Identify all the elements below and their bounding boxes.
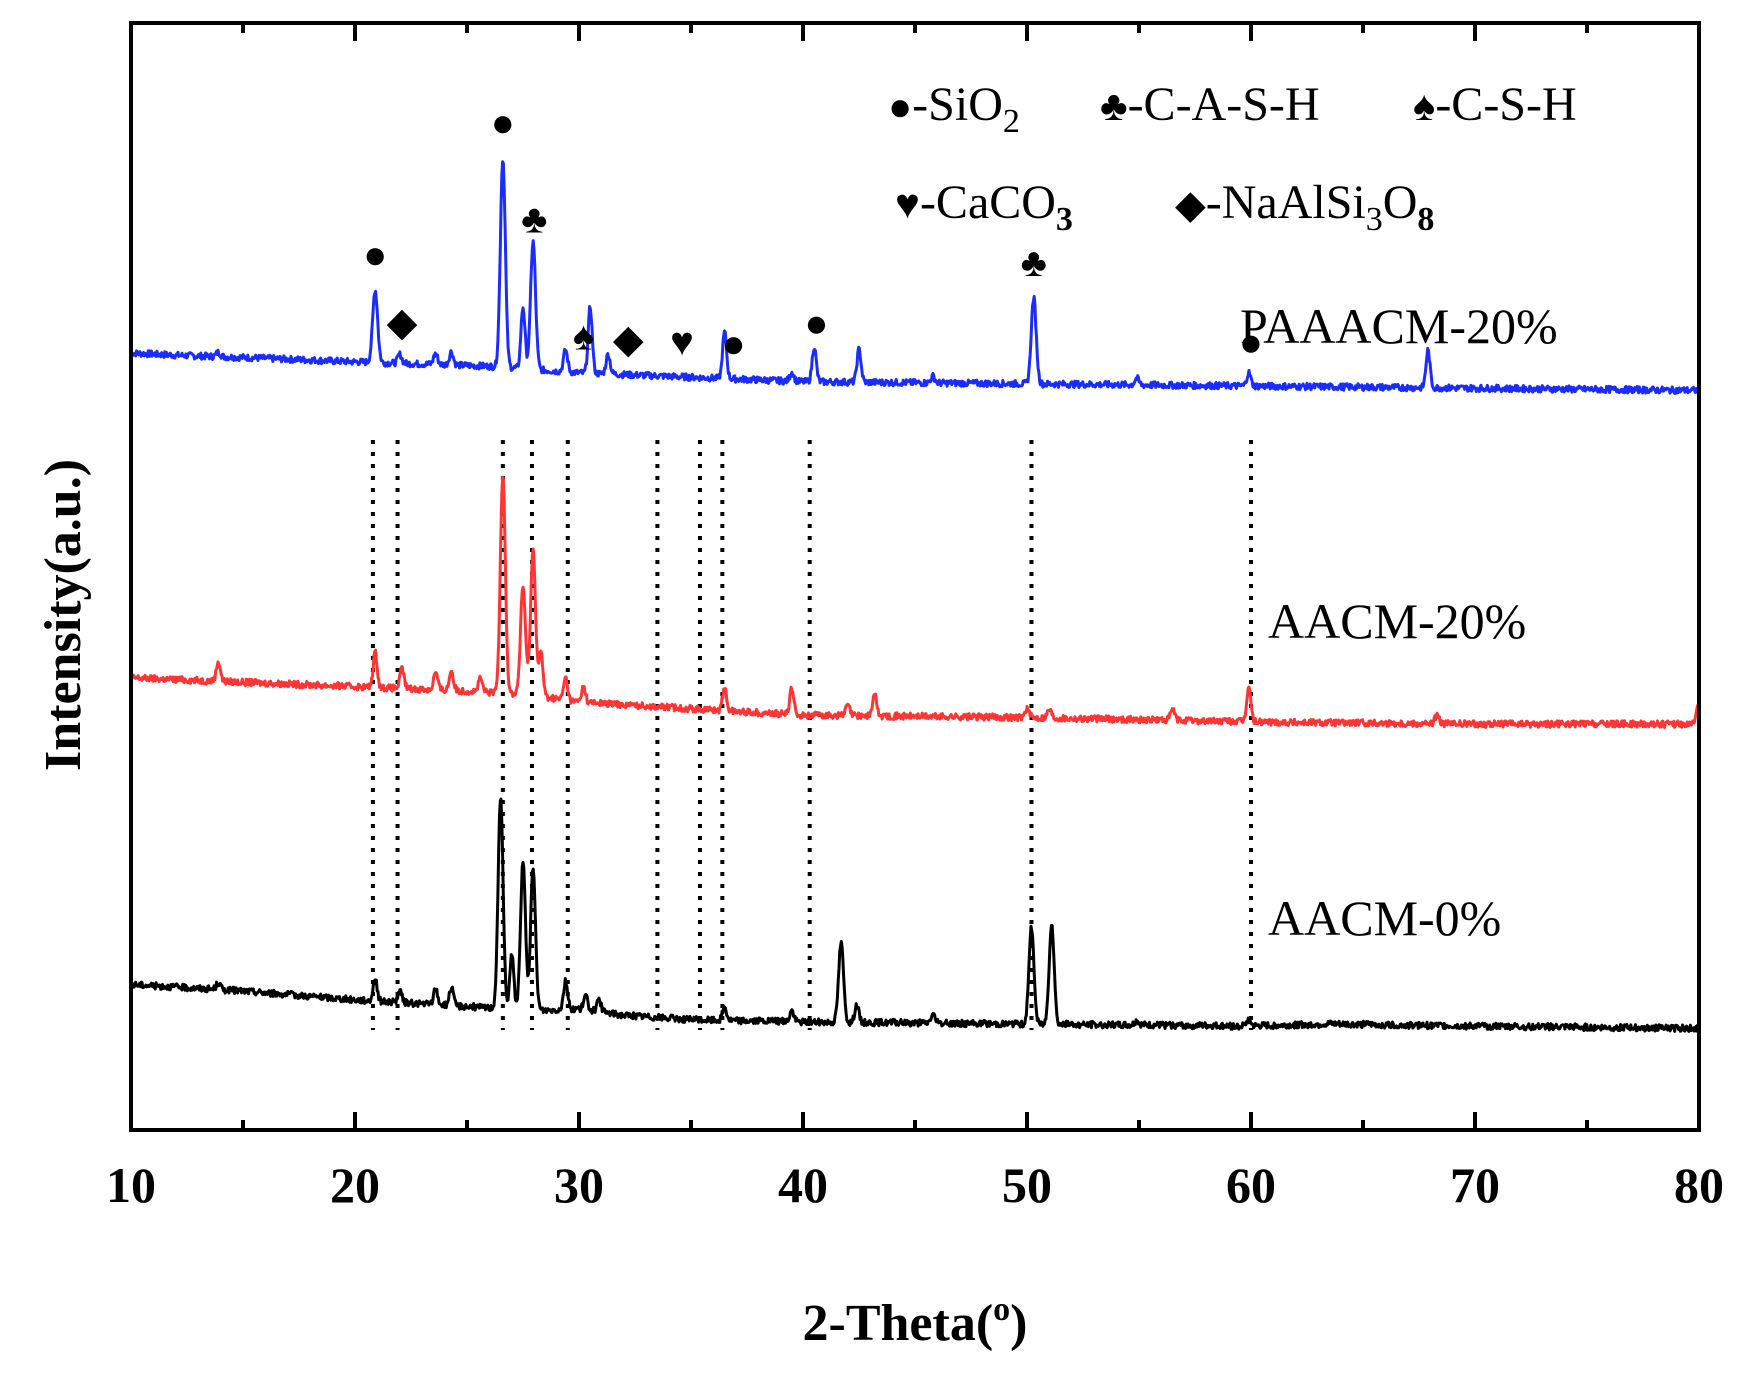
x-tick-label: 60 [1226, 1157, 1276, 1213]
circle-marker-icon: ● [804, 300, 828, 345]
x-tick-label: 10 [106, 1157, 156, 1213]
legend-item-caco3: ♥-CaCO3 [895, 176, 1073, 238]
peak-markers: ●◆●♣♠ ◆ ♥ ● ●♣● [363, 100, 1263, 366]
heart-marker-icon: ♥ [670, 319, 694, 364]
legend-item-naalsi3o8: ◆-NaAlSi3O8 [1175, 176, 1434, 238]
x-tick-label: 30 [554, 1157, 604, 1213]
legend-item-c-s-h: ♠-C-S-H [1413, 78, 1577, 131]
spade-icon: ♠ [1413, 84, 1435, 130]
legend-item-sio2: ●-SiO2 [888, 78, 1020, 140]
series-line-aacm-0- [129, 797, 1701, 1033]
diamond-icon: ◆ [1175, 182, 1206, 227]
series-layer [129, 160, 1701, 1033]
heart-icon: ♥ [895, 182, 920, 228]
club-icon: ♣ [1100, 84, 1128, 130]
series-label-paaacm-20: PAAACM-20% [1240, 298, 1558, 354]
diamond-marker-icon: ◆ [387, 300, 418, 345]
x-tick-label: 40 [778, 1157, 828, 1213]
circle-marker-icon: ● [721, 321, 745, 366]
series-line-aacm-20- [129, 475, 1701, 729]
diamond-marker-icon: ◆ [613, 317, 644, 362]
circle-marker-icon: ● [491, 100, 515, 145]
spade-marker-icon: ♠ [573, 313, 594, 358]
x-tick-label: 80 [1674, 1157, 1724, 1213]
circle-marker-icon: ● [363, 232, 387, 277]
x-tick-label: 50 [1002, 1157, 1052, 1213]
series-label-aacm-0: AACM-0% [1268, 890, 1501, 946]
y-axis-title: Intensity(a.u.) [35, 459, 92, 771]
series-label-aacm-20: AACM-20% [1268, 593, 1526, 649]
club-marker-icon: ♣ [1021, 240, 1047, 285]
legend-item-c-a-s-h: ♣-C-A-S-H [1100, 78, 1320, 131]
peak-reference-lines [370, 440, 1253, 1030]
legend: ●-SiO2 ♣-C-A-S-H ♠-C-S-H ♥-CaCO3 ◆-NaAlS… [888, 78, 1577, 238]
circle-icon: ● [888, 84, 912, 129]
x-axis-ticks: 10 20 30 40 50 60 70 80 [106, 23, 1724, 1213]
x-tick-label: 70 [1450, 1157, 1500, 1213]
x-tick-label: 20 [330, 1157, 380, 1213]
circle-marker-icon: ● [1239, 319, 1263, 364]
x-axis-title: 2-Theta(o) [803, 1291, 1028, 1352]
club-marker-icon: ♣ [521, 196, 547, 241]
series-line-paaacm-20- [130, 160, 1701, 395]
